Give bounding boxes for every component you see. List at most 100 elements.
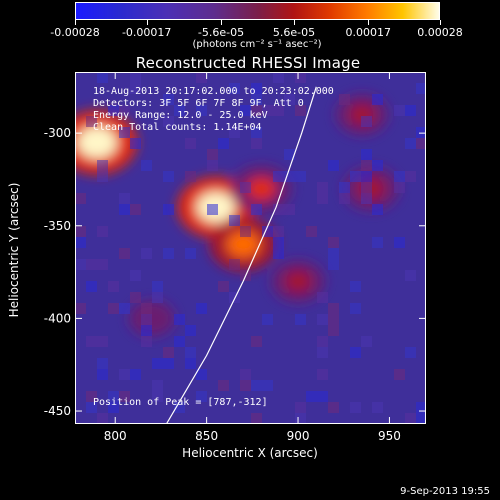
texture-cell xyxy=(86,116,97,127)
texture-cell xyxy=(119,127,130,138)
texture-cell xyxy=(86,281,97,292)
texture-cell xyxy=(97,369,108,380)
plot-frame xyxy=(75,72,426,424)
colorbar-tick-label: -0.00017 xyxy=(121,26,172,39)
texture-cell xyxy=(361,160,372,171)
texture-cell xyxy=(130,204,141,215)
texture-cell xyxy=(328,237,339,248)
texture-cell xyxy=(361,182,372,193)
texture-cell xyxy=(372,94,383,105)
annotation-time-range: 18-Aug-2013 20:17:02.000 to 20:23:02.000 xyxy=(93,86,334,97)
texture-cell xyxy=(262,314,273,325)
texture-cell xyxy=(119,391,130,402)
texture-cell xyxy=(328,160,339,171)
texture-cell xyxy=(141,248,152,259)
texture-cell xyxy=(86,336,97,347)
texture-cell xyxy=(317,369,328,380)
texture-cell xyxy=(152,380,163,391)
texture-cell xyxy=(372,402,383,413)
texture-cell xyxy=(130,72,141,83)
texture-cell xyxy=(75,193,86,204)
texture-cell xyxy=(75,226,86,237)
texture-cell xyxy=(163,171,174,182)
texture-cell xyxy=(75,303,86,314)
texture-cell xyxy=(394,369,405,380)
texture-cell xyxy=(163,248,174,259)
texture-cell xyxy=(317,391,328,402)
x-tick-label: 900 xyxy=(287,429,310,443)
texture-cell xyxy=(328,259,339,270)
texture-cell xyxy=(174,105,185,116)
texture-cell xyxy=(218,281,229,292)
texture-cell xyxy=(262,380,273,391)
texture-cell xyxy=(141,336,152,347)
annotation-peak-position: Position of Peak = [787,-312] xyxy=(93,397,268,408)
texture-cell xyxy=(273,171,284,182)
texture-cell xyxy=(350,347,361,358)
y-axis-label: Heliocentric Y (arcsec) xyxy=(7,182,21,318)
texture-cell xyxy=(251,413,262,424)
heatmap-regions xyxy=(75,94,399,337)
bright-region xyxy=(247,177,276,201)
texture-cell xyxy=(163,94,174,105)
texture-cell xyxy=(394,171,405,182)
texture-cell xyxy=(273,204,284,215)
texture-cell xyxy=(350,303,361,314)
annotation-energy-range: Energy Range: 12.0 - 25.0 keV xyxy=(93,110,268,121)
texture-cell xyxy=(251,94,262,105)
texture-cell xyxy=(295,413,306,424)
texture-cell xyxy=(251,204,262,215)
colorbar-tick xyxy=(146,20,148,25)
texture-cell xyxy=(295,72,306,83)
texture-cell xyxy=(306,391,317,402)
texture-cell xyxy=(328,325,339,336)
texture-cell xyxy=(251,138,262,149)
texture-cell xyxy=(108,402,119,413)
texture-cell xyxy=(317,314,328,325)
texture-cell xyxy=(119,193,130,204)
texture-cell xyxy=(361,116,372,127)
texture-cell xyxy=(328,402,339,413)
texture-cell xyxy=(416,402,426,413)
texture-cell xyxy=(163,116,174,127)
texture-cell xyxy=(130,83,141,94)
y-tick-label: -350 xyxy=(44,219,71,233)
texture-cell xyxy=(361,149,372,160)
texture-cell xyxy=(97,413,108,424)
texture-cell xyxy=(295,171,306,182)
texture-cell xyxy=(394,237,405,248)
texture-cell xyxy=(295,314,306,325)
texture-cell xyxy=(229,127,240,138)
texture-cell xyxy=(141,303,152,314)
texture-cell xyxy=(229,292,240,303)
texture-cell xyxy=(130,292,141,303)
texture-cell xyxy=(108,303,119,314)
texture-cell xyxy=(108,281,119,292)
texture-cell xyxy=(207,160,218,171)
texture-cell xyxy=(185,358,196,369)
texture-cell xyxy=(97,336,108,347)
y-tick-label: -300 xyxy=(44,126,71,140)
texture-cell xyxy=(262,105,273,116)
texture-cell xyxy=(350,402,361,413)
texture-cell xyxy=(240,182,251,193)
texture-cell xyxy=(141,314,152,325)
texture-cell xyxy=(339,94,350,105)
x-tick-label: 800 xyxy=(104,429,127,443)
texture-cell xyxy=(229,259,240,270)
texture-cell xyxy=(328,314,339,325)
texture-cell xyxy=(185,171,196,182)
texture-cell xyxy=(317,336,328,347)
texture-cell xyxy=(405,138,416,149)
footer-date: 9-Sep-2013 19:55 xyxy=(400,486,490,497)
texture-cell xyxy=(328,303,339,314)
texture-cell xyxy=(97,160,108,171)
texture-cell xyxy=(86,259,97,270)
texture-cell xyxy=(196,369,207,380)
annotation-total-counts: Clean Total counts: 1.14E+04 xyxy=(93,122,262,133)
texture-cell xyxy=(163,358,174,369)
texture-cell xyxy=(339,182,350,193)
texture-cell xyxy=(416,83,426,94)
texture-cell xyxy=(152,281,163,292)
